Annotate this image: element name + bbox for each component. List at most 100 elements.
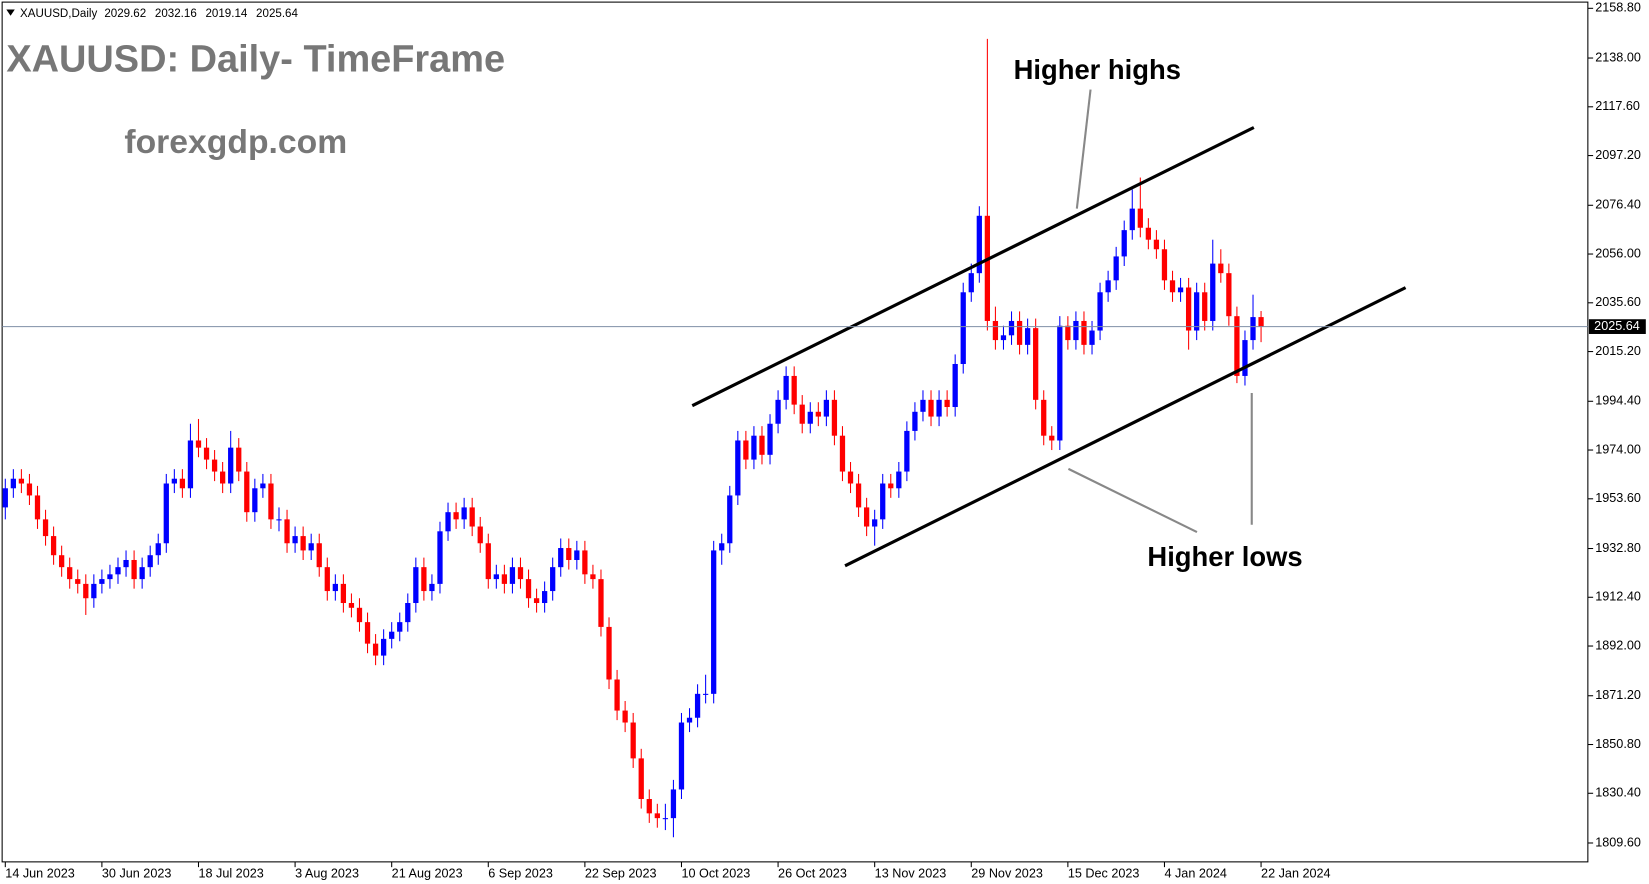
y-tick-label: 2097.20 (1595, 148, 1641, 162)
candle-body (678, 722, 685, 790)
candle-body (896, 471, 902, 489)
candles (2, 38, 1264, 838)
candle-body (630, 722, 636, 759)
candle-body (1081, 320, 1087, 345)
candle-body (1185, 287, 1192, 331)
candle-body (1000, 335, 1007, 341)
candle-body (1016, 320, 1023, 345)
candle-body (18, 478, 25, 484)
candle-body (686, 717, 693, 723)
candle-body (75, 579, 81, 584)
candle-body (147, 555, 153, 568)
candle-body (421, 567, 427, 592)
candle-body (1161, 249, 1168, 281)
candle-body (517, 567, 524, 580)
candle-body (171, 478, 177, 484)
candle-body (1145, 227, 1152, 240)
candle-body (767, 423, 773, 455)
candle-body (727, 495, 733, 544)
header-close: 2025.64 (256, 8, 298, 20)
y-tick-label: 1912.40 (1595, 590, 1641, 604)
candle-body (1226, 273, 1232, 317)
candle-body (469, 507, 475, 527)
candle-body (775, 399, 781, 424)
candle-body (880, 483, 886, 520)
candle-body (1049, 435, 1055, 441)
candle-body (1097, 292, 1103, 331)
candle-body (1113, 256, 1119, 281)
candle-body (381, 638, 387, 656)
candle-body (735, 440, 741, 496)
candle-body (493, 574, 499, 580)
candle-body (211, 459, 218, 472)
candle-body (324, 567, 330, 592)
y-tick-label: 2015.20 (1595, 344, 1641, 358)
candle-body (936, 399, 942, 417)
header-low: 2019.14 (205, 8, 247, 20)
candle-body (187, 440, 194, 489)
trend-line-upper (691, 126, 1255, 408)
candle-body (509, 567, 516, 584)
candle-body (888, 483, 894, 489)
annotation: Higher highs (1014, 54, 1181, 85)
y-tick-label: 1994.40 (1595, 394, 1641, 408)
annotation: Higher lows (1147, 541, 1302, 572)
candle-body (952, 363, 958, 408)
candle-body (389, 631, 395, 639)
candle-body (1169, 280, 1176, 293)
x-tick-label: 21 Aug 2023 (392, 867, 463, 881)
candle-body (558, 548, 564, 568)
candle-body (83, 583, 89, 599)
candle-body (340, 583, 347, 604)
candle-body (670, 789, 677, 819)
candle-body (872, 519, 878, 527)
candle-body (26, 483, 33, 496)
y-tick-label: 1850.80 (1595, 737, 1641, 751)
plot-frame (1, 1, 1589, 863)
candle-body (711, 550, 717, 694)
x-tick-label: 22 Jan 2024 (1261, 867, 1331, 881)
candle-body (590, 574, 596, 580)
candle-body (920, 399, 926, 412)
candle-body (823, 399, 830, 417)
candle-body (1153, 239, 1160, 250)
candle-body (413, 567, 419, 604)
header-high: 2032.16 (155, 8, 197, 20)
chart-title: XAUUSD: Daily- TimeFrame (6, 39, 505, 81)
candle-body (582, 550, 588, 575)
candle-body (1033, 328, 1039, 400)
candle-body (968, 273, 974, 293)
candle-body (638, 758, 644, 800)
candle-body (1105, 280, 1111, 293)
candle-body (1234, 316, 1240, 376)
candle-body (485, 543, 491, 580)
x-tick-label: 3 Aug 2023 (295, 867, 359, 881)
candle-body (1218, 263, 1224, 274)
candle-body (928, 399, 934, 417)
header-open: 2029.62 (104, 8, 146, 20)
candle-body (807, 411, 813, 424)
candle-body (2, 488, 8, 508)
candle-body (155, 543, 161, 556)
y-tick-label: 2158.80 (1595, 1, 1641, 15)
candle-body (244, 471, 250, 513)
candle-body (163, 483, 169, 544)
candle-body (397, 622, 403, 632)
candle-body (34, 495, 41, 520)
y-tick-label: 1953.60 (1595, 491, 1641, 505)
candle-body (276, 519, 282, 521)
candle-body (1073, 320, 1079, 341)
candle-body (1258, 317, 1264, 327)
candle-body (614, 679, 620, 711)
x-tick-label: 15 Dec 2023 (1068, 867, 1140, 881)
candle-body (203, 447, 210, 460)
candle-body (702, 693, 709, 695)
candle-body (477, 526, 483, 544)
candle-body (743, 440, 749, 460)
candle-body (107, 574, 113, 580)
pointer-line (1075, 89, 1092, 209)
candle-body (960, 292, 966, 364)
price-label: 2025.64 (1594, 319, 1640, 333)
candle-body (123, 559, 129, 568)
candle-body (195, 440, 202, 448)
